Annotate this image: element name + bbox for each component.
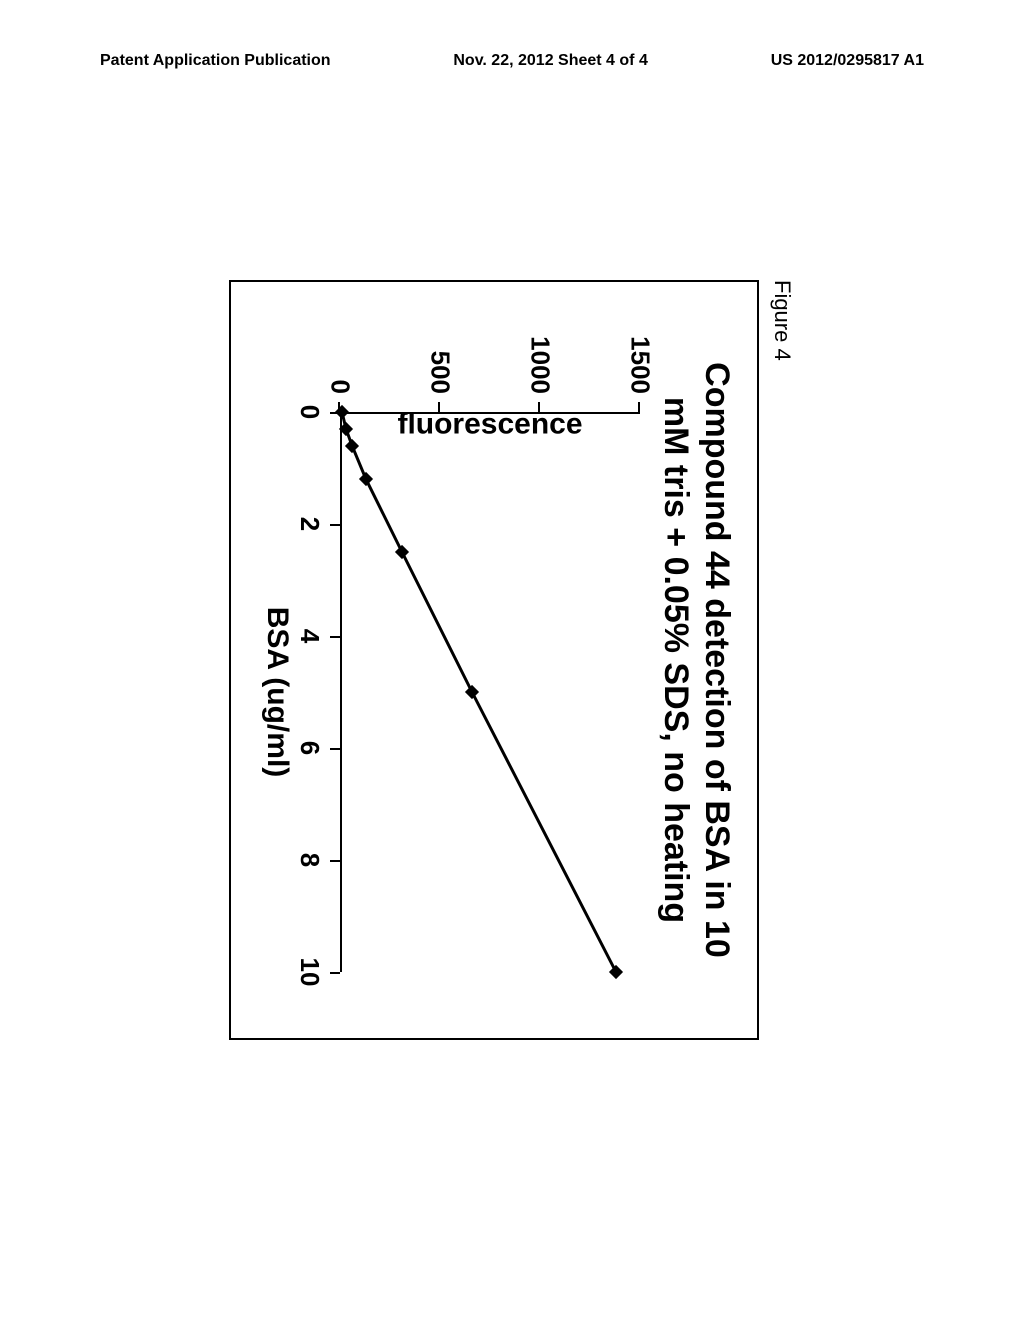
y-tick-label: 1000 (525, 336, 556, 412)
data-line-svg (340, 412, 640, 972)
y-tick-label: 1500 (625, 336, 656, 412)
plot-area: fluorescence BSA (ug/ml) 050010001500024… (340, 412, 640, 972)
x-axis-label: BSA (ug/ml) (260, 607, 294, 778)
page-header: Patent Application Publication Nov. 22, … (0, 52, 1024, 70)
figure-container: Figure 4 Compound 44 detection of BSA in… (229, 280, 795, 1040)
chart-box: Compound 44 detection of BSA in 10 mM tr… (229, 280, 759, 1040)
figure-label: Figure 4 (769, 280, 795, 1040)
header-center: Nov. 22, 2012 Sheet 4 of 4 (453, 52, 647, 70)
x-tick-label: 0 (294, 405, 340, 419)
x-tick-label: 4 (294, 629, 340, 643)
chart-title-line1: Compound 44 detection of BSA in 10 (696, 312, 737, 1008)
x-tick-label: 8 (294, 853, 340, 867)
y-tick-label: 500 (425, 351, 456, 412)
chart-title: Compound 44 detection of BSA in 10 mM tr… (655, 312, 737, 1008)
x-tick-label: 10 (294, 958, 340, 987)
x-tick-label: 6 (294, 741, 340, 755)
x-tick-label: 2 (294, 517, 340, 531)
header-right: US 2012/0295817 A1 (771, 52, 924, 70)
header-left: Patent Application Publication (100, 52, 331, 70)
chart-title-line2: mM tris + 0.05% SDS, no heating (655, 312, 696, 1008)
